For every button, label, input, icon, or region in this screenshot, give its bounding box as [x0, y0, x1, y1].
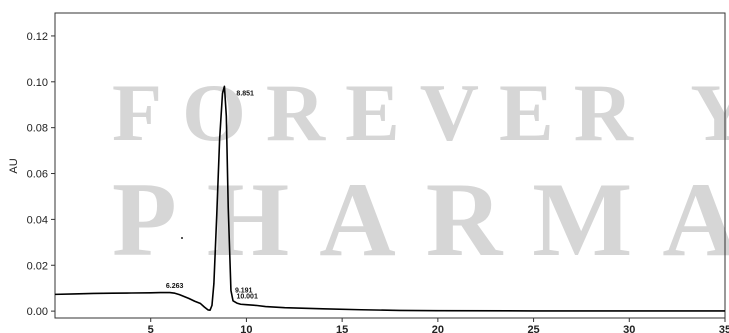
- x-tick-label: 20: [432, 324, 444, 333]
- y-axis: 0.00 0.02 0.04 0.06 0.08 0.10 0.12: [27, 31, 55, 318]
- watermark-line-1: FOREVER YO: [112, 67, 729, 158]
- peak-label: 6.263: [166, 283, 184, 290]
- x-tick-label: 25: [527, 324, 539, 333]
- plot-frame: [54, 12, 726, 319]
- y-tick-label: 0.04: [27, 214, 48, 226]
- watermark: FOREVER YO PHARMA: [112, 67, 729, 278]
- x-tick-label: 30: [623, 324, 635, 333]
- y-tick-label: 0.12: [27, 31, 48, 43]
- series-line-0: [54, 85, 725, 312]
- x-axis: 5 10 15 20 25 30 35: [148, 318, 729, 333]
- peak-label: 8.851: [236, 90, 254, 97]
- y-tick-label: 0.08: [27, 123, 48, 135]
- series-layer: [54, 85, 725, 312]
- y-tick-label: 0.06: [27, 169, 48, 181]
- noise-speck: [181, 237, 183, 239]
- y-tick-label: 0.02: [27, 260, 48, 272]
- peak-label: 9.191: [235, 287, 253, 294]
- peak-label: 10.001: [236, 294, 258, 301]
- y-tick-label: 0.00: [27, 306, 48, 318]
- watermark-line-2: PHARMA: [112, 161, 729, 278]
- y-axis-title: AU: [8, 158, 20, 173]
- x-tick-label: 10: [240, 324, 252, 333]
- x-tick-label: 5: [148, 324, 154, 333]
- x-tick-label: 15: [336, 324, 348, 333]
- y-tick-label: 0.10: [27, 77, 48, 89]
- x-tick-label: 35: [719, 324, 729, 333]
